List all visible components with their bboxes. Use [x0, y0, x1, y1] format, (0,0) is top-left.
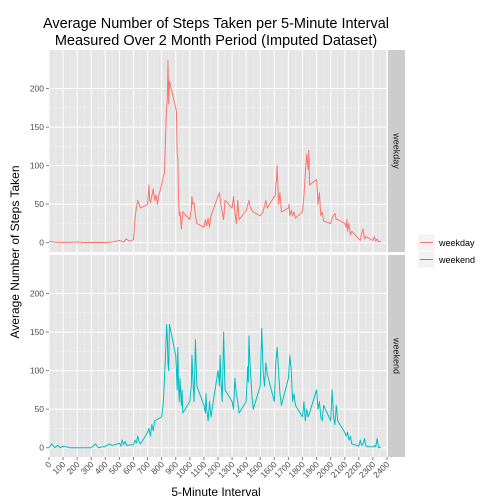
facet-strip	[388, 50, 405, 252]
x-axis-title: 5-Minute Interval	[171, 485, 260, 499]
chart-title-line-2: Measured Over 2 Month Period (Imputed Da…	[55, 33, 377, 49]
y-axis-title: Average Number of Steps Taken	[8, 166, 22, 339]
series-line-weekend	[48, 323, 382, 449]
facet-strip-label: weekday	[392, 132, 402, 169]
facet-panel-weekday: 0 50 100 150 200 weekday	[30, 50, 405, 252]
legend-label: weekend	[438, 255, 475, 265]
chart-title-line-1: Average Number of Steps Taken per 5-Minu…	[43, 16, 389, 32]
legend-label: weekday	[438, 238, 475, 248]
y-tick-label: 0	[39, 443, 44, 453]
legend-item-weekend: weekend	[417, 250, 475, 269]
y-tick-label: 100	[30, 161, 44, 171]
legend-item-weekday: weekday	[417, 233, 475, 252]
y-tick-label: 200	[30, 84, 44, 94]
x-tick-label: 2400	[371, 459, 392, 480]
y-tick-label: 50	[35, 404, 45, 414]
y-tick-label: 200	[30, 289, 44, 299]
y-tick-label: 50	[35, 199, 45, 209]
x-axis: 0100200300400500600700800900100011001200…	[43, 457, 392, 480]
y-tick-label: 0	[39, 238, 44, 248]
x-tick-label: 0	[43, 459, 54, 470]
series-line-weekday	[48, 59, 382, 244]
y-tick-label: 100	[30, 366, 44, 376]
y-tick-label: 150	[30, 327, 44, 337]
facet-strip	[388, 255, 405, 457]
legend: weekday weekend	[417, 233, 475, 269]
facet-panel-weekend: 0 50 100 150 200 weekend	[30, 255, 405, 457]
facet-strip-label: weekend	[392, 337, 402, 374]
facet-panels: 0 50 100 150 200 weekday 0 50 100 150 200 weekend	[30, 50, 405, 457]
y-tick-label: 150	[30, 122, 44, 132]
